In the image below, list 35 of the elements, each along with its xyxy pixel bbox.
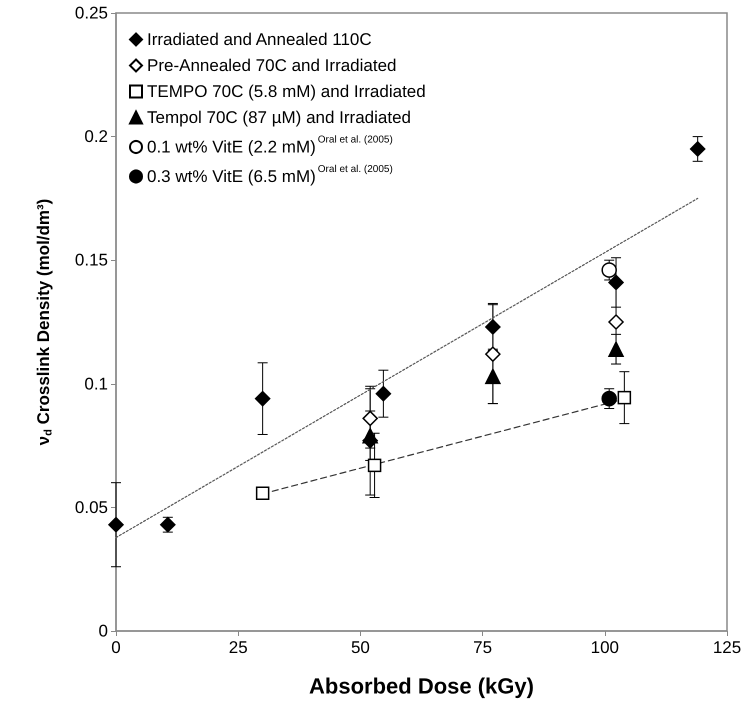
x-tick-label: 25 — [228, 638, 248, 657]
y-tick-label: 0.2 — [84, 127, 108, 146]
legend-label: TEMPO 70C (5.8 mM) and Irradiated — [147, 82, 426, 101]
y-tick-label: 0.25 — [74, 4, 108, 22]
x-tick-label: 125 — [712, 638, 742, 657]
point — [485, 319, 501, 335]
x-tick-label: 100 — [590, 638, 619, 657]
point — [362, 410, 378, 426]
point — [690, 141, 706, 157]
point — [485, 368, 501, 384]
legend-label: Pre-Annealed 70C and Irradiated — [147, 56, 396, 75]
y-axis-title: νd Crosslink Density (mol/dm³) — [34, 198, 54, 446]
legend-label: Tempol 70C (87 µM) and Irradiated — [147, 108, 411, 127]
point — [362, 428, 378, 444]
point — [376, 386, 392, 402]
point — [256, 486, 270, 500]
point — [608, 314, 624, 330]
point — [601, 390, 617, 406]
x-axis-title: Absorbed Dose (kGy) — [309, 674, 534, 698]
y-tick-label: 0 — [98, 622, 108, 640]
y-tick-label: 0.1 — [84, 374, 108, 394]
point — [485, 346, 501, 362]
point — [608, 341, 624, 357]
point — [601, 262, 617, 278]
point — [254, 390, 270, 406]
point — [608, 274, 624, 290]
point — [368, 458, 382, 472]
x-tick-label: 75 — [473, 638, 492, 657]
legend-label: Irradiated and Annealed 110C — [147, 30, 372, 49]
point — [618, 390, 632, 404]
y-tick-label: 0.15 — [74, 250, 108, 270]
x-tick-label: 0 — [111, 638, 121, 657]
point — [108, 516, 124, 532]
y-tick-label: 0.05 — [74, 498, 108, 517]
x-tick-label: 50 — [350, 638, 370, 657]
